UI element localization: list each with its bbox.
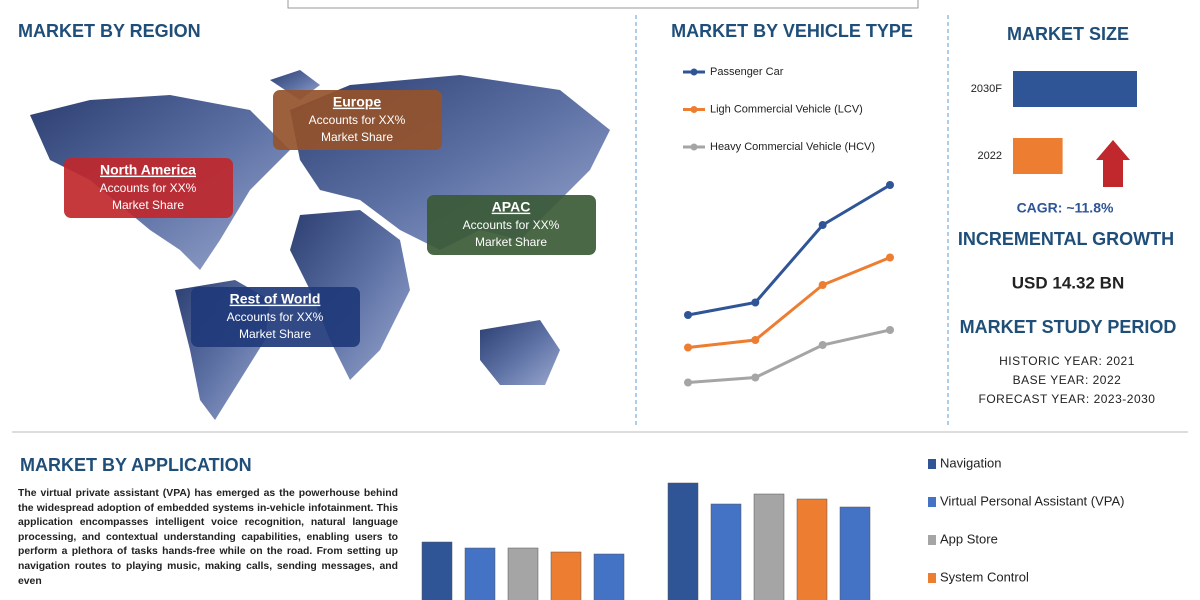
cagr: CAGR: ~11.8% [1017, 200, 1114, 216]
section-title: MARKET BY APPLICATION [20, 455, 252, 475]
region-text: Market Share [475, 235, 547, 249]
bar [1013, 138, 1063, 174]
legend-label: Heavy Commercial Vehicle (HCV) [710, 141, 875, 153]
point [751, 373, 760, 382]
point [751, 336, 760, 344]
region-box [191, 287, 360, 347]
point [684, 311, 692, 319]
region-text: Market Share [112, 198, 184, 212]
region-name: Europe [333, 94, 381, 110]
region-box [427, 195, 596, 255]
region-name: North America [100, 162, 196, 178]
region-box [64, 158, 233, 218]
legend-label: Passenger Car [710, 66, 784, 78]
series-line [687, 256, 891, 349]
bar [796, 498, 828, 600]
series-line [687, 328, 891, 384]
bar [421, 541, 453, 600]
legend-label: System Control [940, 569, 1029, 584]
point [818, 281, 827, 289]
bar [550, 551, 582, 600]
point [818, 341, 827, 349]
section-title: MARKET BY VEHICLE TYPE [671, 21, 913, 41]
region-text: Accounts for XX% [309, 113, 406, 127]
y-tick-label: 2022 [978, 150, 1002, 162]
legend-label: Ligh Commercial Vehicle (LCV) [710, 103, 863, 115]
point [684, 343, 692, 352]
region-text: Accounts for XX% [227, 310, 324, 324]
legend-swatch [928, 497, 936, 507]
region-text: Accounts for XX% [463, 218, 560, 232]
region-text: Market Share [321, 130, 393, 144]
region-name: APAC [492, 199, 531, 215]
region-text: Accounts for XX% [100, 181, 197, 195]
point [886, 326, 894, 334]
legend-dot [690, 106, 698, 113]
y-tick-label: 2030F [971, 83, 1002, 95]
section-title: MARKET SIZE [1007, 24, 1129, 44]
period-line: BASE YEAR: 2022 [1013, 373, 1122, 387]
region-box [273, 90, 442, 150]
description: The virtual private assistant (VPA) has … [18, 488, 398, 587]
point [818, 221, 827, 229]
period-line: HISTORIC YEAR: 2021 [999, 354, 1135, 368]
region-text: Market Share [239, 327, 311, 341]
point [684, 378, 692, 387]
section-title: MARKET BY REGION [18, 21, 201, 41]
legend-swatch [928, 459, 936, 469]
legend-swatch [928, 535, 936, 545]
point [751, 298, 760, 307]
bar [667, 482, 699, 600]
legend-label: Virtual Personal Assistant (VPA) [940, 493, 1125, 508]
top-box [287, 0, 919, 9]
bar [464, 547, 496, 600]
growth-value: USD 14.32 BN [1012, 273, 1124, 292]
point [886, 181, 894, 189]
bar [507, 547, 539, 600]
point [886, 253, 894, 262]
up-arrow [1096, 140, 1130, 187]
period-line: FORECAST YEAR: 2023-2030 [979, 392, 1156, 406]
region-name: Rest of World [230, 291, 321, 307]
section-title: MARKET STUDY PERIOD [960, 317, 1177, 337]
legend-dot [690, 68, 698, 76]
legend-dot [690, 143, 698, 151]
series-line [687, 183, 891, 317]
section-title: INCREMENTAL GROWTH [958, 229, 1174, 249]
bar [753, 493, 785, 600]
legend-label: Navigation [940, 455, 1001, 470]
legend-label: App Store [940, 531, 998, 546]
bar [1013, 71, 1137, 107]
legend-swatch [928, 573, 936, 583]
bar [839, 506, 871, 600]
bar [593, 553, 625, 600]
bar [710, 503, 742, 600]
